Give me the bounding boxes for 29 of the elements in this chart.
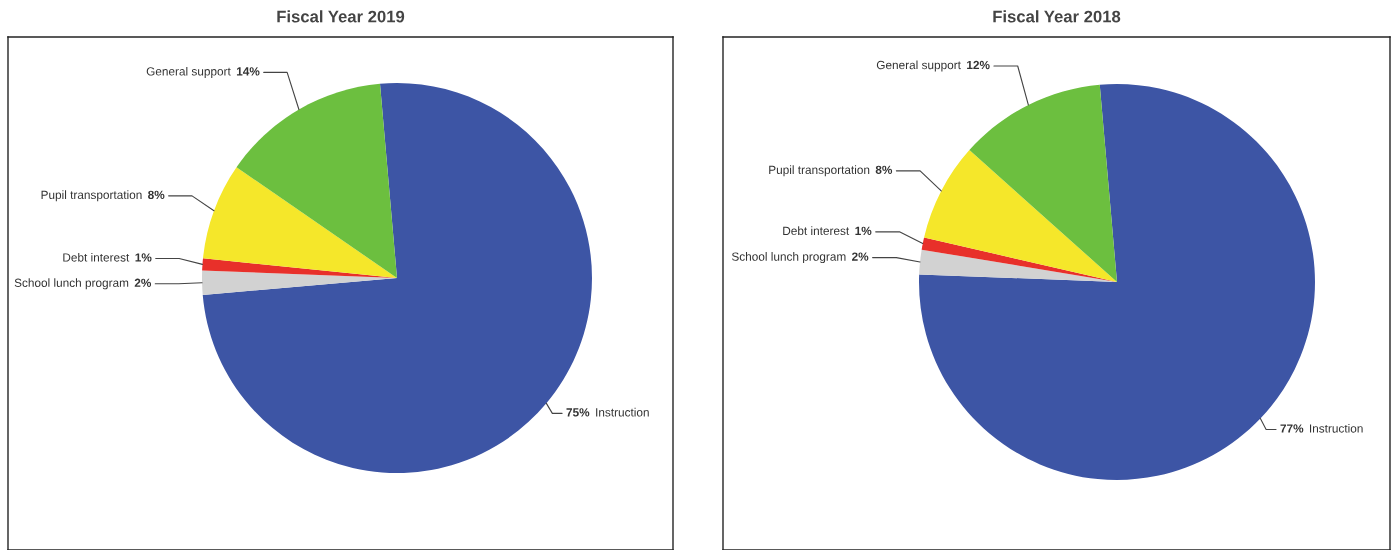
pie-slice	[924, 150, 1117, 282]
slice-label: General support	[146, 66, 231, 78]
data-label: 8%	[148, 190, 165, 200]
slice-label: School lunch program	[14, 278, 129, 290]
pie-slice	[969, 84, 1117, 282]
pie-slice	[919, 249, 1117, 282]
slice-label: School lunch program	[731, 252, 846, 264]
data-label: 2%	[852, 252, 869, 261]
pie-slice	[236, 83, 397, 278]
pie-slice	[203, 167, 397, 278]
data-label: 2%	[134, 278, 152, 287]
slice-label: Debt interest	[783, 226, 850, 236]
data-label: 12%	[967, 60, 990, 70]
data-label: 8%	[875, 165, 893, 174]
slice-label: Debt interest	[63, 252, 130, 262]
slice-label: Instruction	[1310, 423, 1363, 433]
pie-slice	[202, 83, 592, 473]
data-label: 77%	[1280, 424, 1304, 433]
data-label: 75%	[566, 408, 590, 417]
chart-title: Fiscal Year 2019	[277, 10, 405, 23]
slice-label: Pupil transportation	[769, 165, 870, 177]
data-label: 1%	[855, 226, 872, 235]
data-label: 14%	[236, 67, 260, 76]
pie-slice	[921, 237, 1117, 282]
slice-label: General support	[876, 60, 961, 72]
data-label: 1%	[135, 253, 152, 262]
slice-label: Pupil transportation	[41, 190, 142, 202]
chart-title: Fiscal Year 2018	[993, 10, 1121, 23]
slice-label: Instruction	[596, 407, 649, 417]
